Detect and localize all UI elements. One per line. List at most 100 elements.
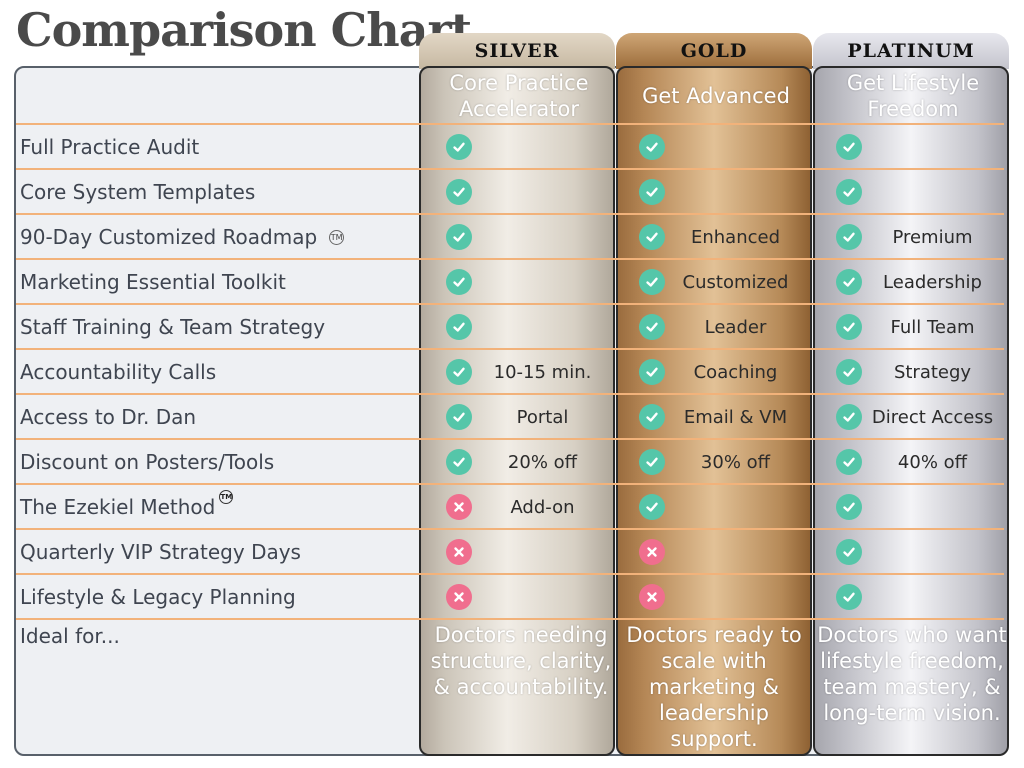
cell-value: 30% off: [700, 451, 771, 473]
platinum-cell: [811, 530, 1007, 574]
cross-icon: [639, 584, 665, 610]
silver-cell: [421, 170, 617, 214]
feature-label: Lifestyle & Legacy Planning: [20, 575, 296, 619]
platinum-cell: [811, 485, 1007, 529]
cell-value: Email & VM: [683, 406, 788, 428]
silver-cell: [421, 125, 617, 169]
row-divider: [16, 573, 1004, 575]
check-icon: [836, 314, 862, 340]
platinum-cell: Full Team: [811, 305, 1007, 349]
feature-label-text: Access to Dr. Dan: [20, 405, 197, 429]
feature-label-text: 90-Day Customized Roadmap: [20, 225, 318, 249]
check-icon: [836, 224, 862, 250]
check-icon: [446, 269, 472, 295]
feature-label: 90-Day Customized Roadmap TM: [20, 215, 345, 259]
row-divider: [16, 438, 1004, 440]
check-icon: [446, 359, 472, 385]
row-divider: [16, 393, 1004, 395]
check-icon: [639, 314, 665, 340]
silver-cell: 10-15 min.: [421, 350, 617, 394]
cross-icon: [446, 584, 472, 610]
check-icon: [446, 134, 472, 160]
silver-cell: Add-on: [421, 485, 617, 529]
check-icon: [836, 449, 862, 475]
feature-label-text: Discount on Posters/Tools: [20, 450, 275, 474]
check-icon: [639, 404, 665, 430]
cell-value: Full Team: [890, 316, 975, 338]
row-divider: [16, 123, 1004, 125]
silver-ideal-text: Doctors needing structure, clarity, & ac…: [430, 623, 612, 699]
check-icon: [639, 179, 665, 205]
feature-label: Staff Training & Team Strategy: [20, 305, 325, 349]
gold-ideal-text: Doctors ready to scale with marketing & …: [626, 623, 802, 751]
row-divider: [16, 528, 1004, 530]
gold-cell: [614, 485, 810, 529]
check-icon: [446, 179, 472, 205]
feature-label: Full Practice Audit: [20, 125, 199, 169]
cell-value: Leader: [704, 316, 767, 338]
tier-tab-silver: SILVER: [419, 33, 615, 69]
row-divider: [16, 348, 1004, 350]
check-icon: [446, 449, 472, 475]
silver-cell: [421, 305, 617, 349]
silver-cell: 20% off: [421, 440, 617, 484]
feature-label-text: Lifestyle & Legacy Planning: [20, 585, 296, 609]
check-icon: [639, 269, 665, 295]
feature-label: Access to Dr. Dan: [20, 395, 196, 439]
platinum-cell: Direct Access: [811, 395, 1007, 439]
cross-icon: [639, 539, 665, 565]
check-icon: [639, 359, 665, 385]
gold-cell: [614, 530, 810, 574]
gold-cell: Email & VM: [614, 395, 810, 439]
gold-cell: Customized: [614, 260, 810, 304]
cell-value: 40% off: [897, 451, 968, 473]
platinum-ideal-text: Doctors who want lifestyle freedom, team…: [817, 623, 1007, 725]
check-icon: [446, 404, 472, 430]
silver-cell: [421, 260, 617, 304]
platinum-cell: [811, 125, 1007, 169]
feature-label-text: Quarterly VIP Strategy Days: [20, 540, 301, 564]
row-divider: [16, 483, 1004, 485]
check-icon: [639, 134, 665, 160]
cell-value: Add-on: [510, 496, 575, 518]
platinum-cell: [811, 170, 1007, 214]
platinum-cell: [811, 575, 1007, 619]
feature-label-text: The Ezekiel Method: [20, 495, 216, 519]
tier-tab-platinum: PLATINUM: [813, 33, 1009, 69]
gold-cell: Leader: [614, 305, 810, 349]
silver-cell: [421, 575, 617, 619]
check-icon: [446, 224, 472, 250]
silver-cell: [421, 215, 617, 259]
check-icon: [446, 314, 472, 340]
silver-cell: [421, 530, 617, 574]
gold-cell: Enhanced: [614, 215, 810, 259]
gold-cell: [614, 575, 810, 619]
row-divider: [16, 168, 1004, 170]
cell-value: Direct Access: [871, 406, 994, 428]
cell-value: Premium: [892, 226, 973, 248]
cell-value: Leadership: [883, 271, 982, 293]
feature-label-text: Staff Training & Team Strategy: [20, 315, 326, 339]
row-divider: [16, 258, 1004, 260]
silver-cell: Portal: [421, 395, 617, 439]
check-icon: [639, 224, 665, 250]
check-icon: [836, 404, 862, 430]
trademark-icon: TM: [329, 229, 345, 245]
cell-value: Coaching: [693, 361, 778, 383]
platinum-subtitle: Get Lifestyle Freedom: [846, 71, 980, 121]
gold-cell: [614, 170, 810, 214]
platinum-cell: 40% off: [811, 440, 1007, 484]
check-icon: [836, 539, 862, 565]
ideal-for-label: Ideal for...: [20, 624, 120, 648]
check-icon: [836, 179, 862, 205]
check-icon: [639, 449, 665, 475]
feature-label: Core System Templates: [20, 170, 255, 214]
feature-label: The Ezekiel Method TM: [20, 485, 234, 529]
platinum-cell: Premium: [811, 215, 1007, 259]
platinum-cell: Strategy: [811, 350, 1007, 394]
feature-label-text: Core System Templates: [20, 180, 256, 204]
gold-subtitle: Get Advanced: [642, 84, 790, 108]
tier-tab-gold: GOLD: [616, 33, 812, 69]
cross-icon: [446, 494, 472, 520]
feature-label-text: Full Practice Audit: [20, 135, 200, 159]
